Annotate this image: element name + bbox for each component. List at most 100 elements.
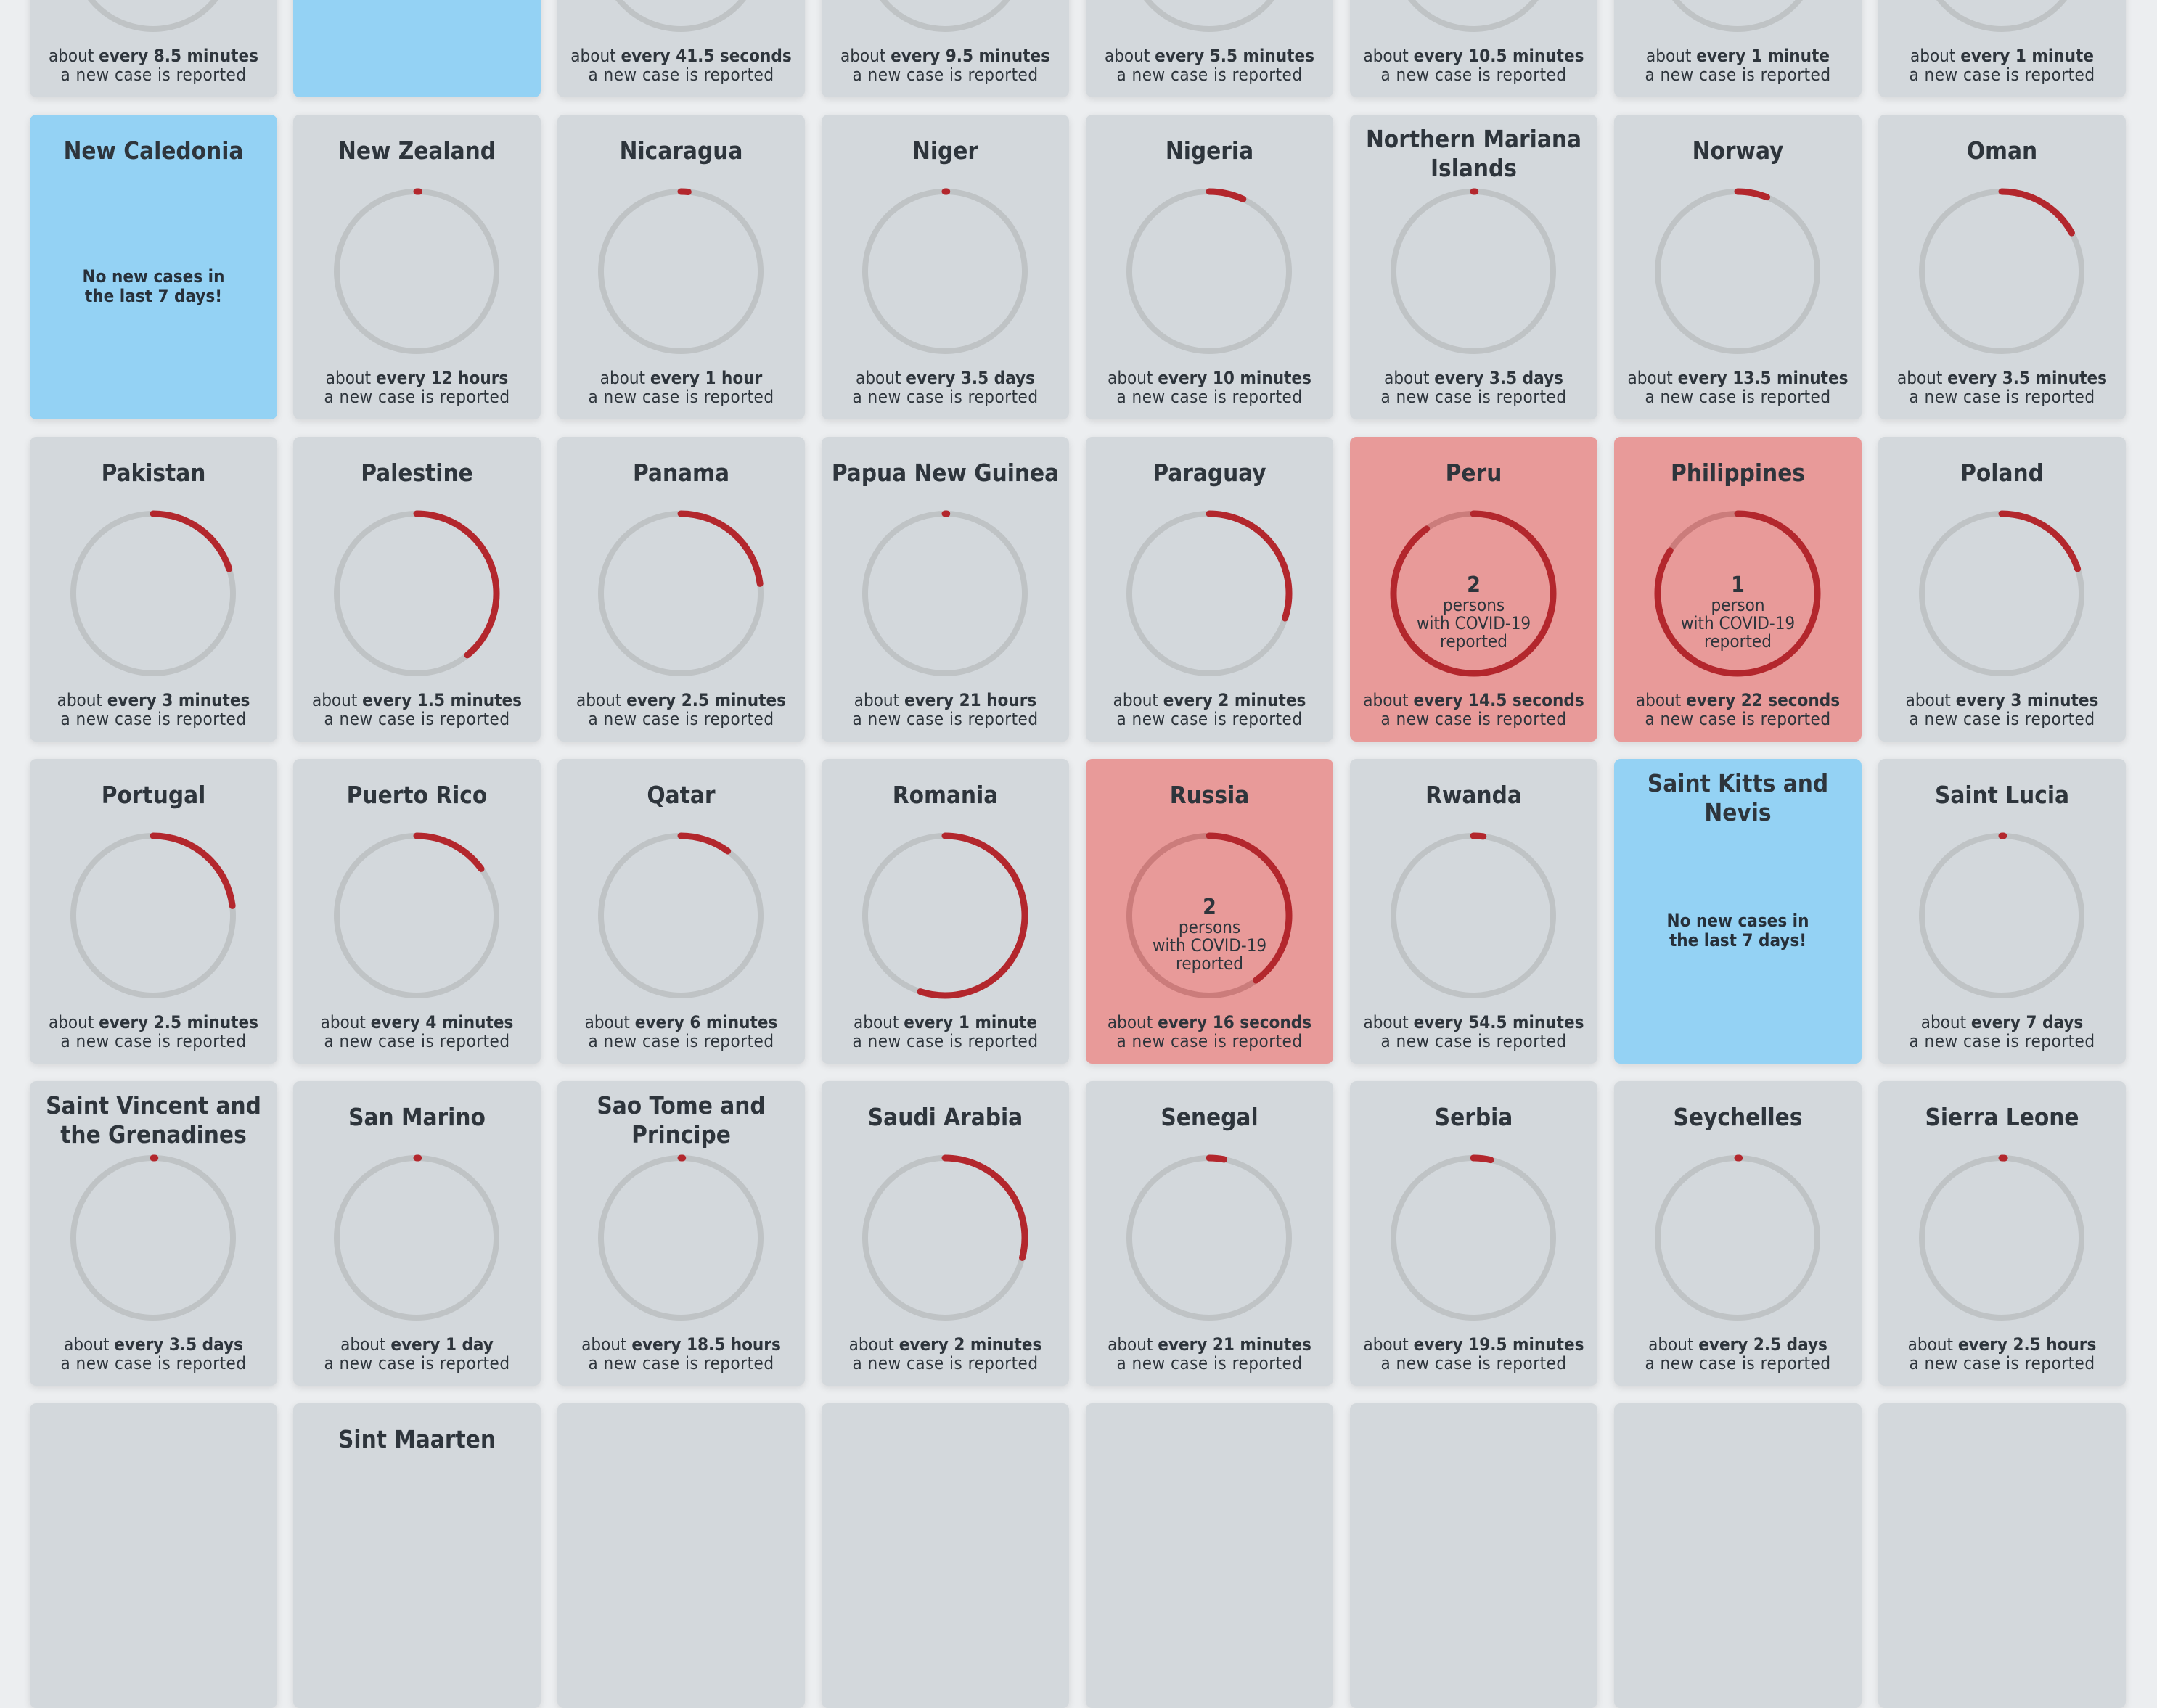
country-name: Pakistan: [101, 459, 206, 487]
persons-note-line: reported: [1440, 631, 1507, 652]
frequency-line: about every 19.5 minutes: [1363, 1334, 1584, 1355]
country-name: New Caledonia: [63, 136, 244, 165]
country-card-panama[interactable]: Panama about every 2.5 minutes a new case …: [557, 437, 805, 742]
country-card-serbia[interactable]: Serbia about every 19.5 minutes a new case…: [1350, 1081, 1597, 1386]
frequency-every: every: [390, 1334, 441, 1355]
frequency-line-2: a new case is reported: [1645, 65, 1831, 85]
country-card-saint-kitts-and-nevis[interactable]: Saint Kitts and Nevis No new cases in the…: [1614, 759, 1862, 1064]
country-card[interactable]: about every 5.5 minutes a new case is rep…: [1086, 0, 1333, 97]
country-card-puerto-rico[interactable]: Puerto Rico about every 4 minutes a new ca…: [293, 759, 541, 1064]
country-card[interactable]: about every 9.5 minutes a new case is rep…: [822, 0, 1069, 97]
ring-track: [1391, 1155, 1556, 1321]
country-card[interactable]: [1086, 1403, 1333, 1708]
ring-track: [1655, 189, 1820, 354]
frequency-line: about every 9.5 minutes: [840, 46, 1050, 66]
frequency-line: about every 14.5 seconds: [1363, 690, 1584, 710]
frequency-interval: every 16 seconds: [1158, 1012, 1311, 1032]
frequency-line-2: a new case is reported: [588, 1353, 774, 1374]
country-card[interactable]: [1350, 1403, 1597, 1708]
country-card-new-zealand[interactable]: New Zealand about every 12 hours a new cas…: [293, 115, 541, 419]
frequency-prefix: about: [48, 46, 94, 66]
ring-progress-arc: [861, 510, 1028, 677]
country-card-saudi-arabia[interactable]: Saudi Arabia about every 2 minutes a new c…: [822, 1081, 1069, 1386]
country-card-sint-maarten[interactable]: Sint Maarten: [293, 1403, 541, 1708]
frequency-every: every: [906, 368, 956, 388]
ring-progress-arc: [1390, 188, 1557, 355]
progress-ring: [1125, 187, 1293, 356]
case-frequency-text: about every 5.5 minutes a new case is rep…: [1086, 46, 1333, 84]
country-card-romania[interactable]: Romania about every 1 minute a new case is…: [822, 759, 1069, 1064]
country-card[interactable]: about every 10.5 minutes a new case is re…: [1350, 0, 1597, 97]
country-card[interactable]: about every 8.5 minutes a new case is rep…: [30, 0, 277, 97]
country-card-oman[interactable]: Oman about every 3.5 minutes a new case is…: [1878, 115, 2126, 419]
country-card-rwanda[interactable]: Rwanda about every 54.5 minutes a new case…: [1350, 759, 1597, 1064]
country-card-peru[interactable]: Peru 2 persons with COVID-19 reported about e…: [1350, 437, 1597, 742]
frequency-prefix: about: [1108, 1334, 1153, 1355]
frequency-prefix: about: [1384, 368, 1430, 388]
country-card[interactable]: [30, 1403, 277, 1708]
country-card-qatar[interactable]: Qatar about every 6 minutes a new case is …: [557, 759, 805, 1064]
frequency-line-2: a new case is reported: [1909, 1353, 2095, 1374]
country-card-poland[interactable]: Poland about every 3 minutes a new case is…: [1878, 437, 2126, 742]
country-card-nigeria[interactable]: Nigeria about every 10 minutes a new case …: [1086, 115, 1333, 419]
frequency-value: 41.5 seconds: [676, 46, 792, 66]
country-card-portugal[interactable]: Portugal about every 2.5 minutes a new cas…: [30, 759, 277, 1064]
country-card[interactable]: [1614, 1403, 1862, 1708]
frequency-every: every: [899, 1334, 949, 1355]
country-card-nicaragua[interactable]: Nicaragua about every 1 hour a new case is…: [557, 115, 805, 419]
case-frequency-text: about every 10.5 minutes a new case is re…: [1350, 46, 1597, 84]
country-name: Niger: [912, 136, 979, 165]
country-card-russia[interactable]: Russia 2 persons with COVID-19 reported about…: [1086, 759, 1333, 1064]
ring-track: [598, 189, 764, 354]
country-card[interactable]: No new cases in the last 7 days!: [293, 0, 541, 97]
country-card-norway[interactable]: Norway about every 13.5 minutes a new case…: [1614, 115, 1862, 419]
frequency-interval: every 1 minute: [1696, 46, 1830, 66]
frequency-prefix: about: [599, 368, 646, 388]
frequency-line-2: a new case is reported: [588, 65, 774, 85]
frequency-value: 1.5 minutes: [417, 690, 522, 710]
persons-note-line: reported: [1704, 631, 1772, 652]
country-card-sao-tome-and-principe[interactable]: Sao Tome and Principe about every 18.5 ho…: [557, 1081, 805, 1386]
progress-ring: [69, 0, 237, 33]
country-card-new-caledonia[interactable]: New Caledonia No new cases in the last 7 …: [30, 115, 277, 419]
frequency-value: 21 hours: [959, 690, 1037, 710]
frequency-every: every: [1158, 1012, 1208, 1032]
progress-ring: [861, 187, 1029, 356]
persons-unit: persons: [1178, 917, 1241, 937]
country-card[interactable]: about every 41.5 seconds a new case is re…: [557, 0, 805, 97]
ring-progress-arc: [333, 832, 500, 999]
frequency-prefix: about: [311, 690, 358, 710]
country-name: Nigeria: [1165, 136, 1254, 165]
country-card-saint-vincent-and-the-grenadines[interactable]: Saint Vincent and the Grenadines about ev…: [30, 1081, 277, 1386]
country-card-pakistan[interactable]: Pakistan about every 3 minutes a new case …: [30, 437, 277, 742]
no-new-cases-message: No new cases in the last 7 days!: [82, 266, 225, 306]
frequency-interval: every 8.5 minutes: [99, 46, 258, 66]
country-card-seychelles[interactable]: Seychelles about every 2.5 days a new case…: [1614, 1081, 1862, 1386]
country-card-palestine[interactable]: Palestine about every 1.5 minutes a new ca…: [293, 437, 541, 742]
persons-note-line: with COVID-19: [1152, 935, 1267, 956]
country-card-saint-lucia[interactable]: Saint Lucia about every 7 days a new case …: [1878, 759, 2126, 1064]
ring-progress-arc: [1390, 1154, 1557, 1321]
country-card-northern-mariana-islands[interactable]: Northern Mariana Islands about every 3.5 …: [1350, 115, 1597, 419]
country-card-niger[interactable]: Niger about every 3.5 days a new case is r…: [822, 115, 1069, 419]
country-card[interactable]: [822, 1403, 1069, 1708]
country-card[interactable]: [1878, 1403, 2126, 1708]
country-card[interactable]: about every 1 minute a new case is report…: [1614, 0, 1862, 97]
country-card-senegal[interactable]: Senegal about every 21 minutes a new case …: [1086, 1081, 1333, 1386]
case-frequency-text: about every 2.5 days a new case is report…: [1614, 1335, 1862, 1373]
country-card-papua-new-guinea[interactable]: Papua New Guinea about every 21 hours a ne…: [822, 437, 1069, 742]
country-card-philippines[interactable]: Philippines 1 person with COVID-19 reported a…: [1614, 437, 1862, 742]
country-card[interactable]: [557, 1403, 805, 1708]
case-frequency-text: about every 1.5 minutes a new case is rep…: [293, 691, 541, 728]
country-card[interactable]: about every 1 minute a new case is report…: [1878, 0, 2126, 97]
frequency-value: 3.5 minutes: [2002, 368, 2107, 388]
frequency-line: about every 41.5 seconds: [570, 46, 791, 66]
country-name: Serbia: [1434, 1103, 1513, 1131]
country-card-paraguay[interactable]: Paraguay about every 2 minutes a new case …: [1086, 437, 1333, 742]
persons-count: 2: [1203, 895, 1216, 920]
progress-ring: [1389, 0, 1558, 33]
country-card-san-marino[interactable]: San Marino about every 1 day a new case is…: [293, 1081, 541, 1386]
frequency-value: 18.5 hours: [686, 1334, 781, 1355]
country-card-sierra-leone[interactable]: Sierra Leone about every 2.5 hours a new c…: [1878, 1081, 2126, 1386]
progress-ring: [1389, 187, 1558, 356]
